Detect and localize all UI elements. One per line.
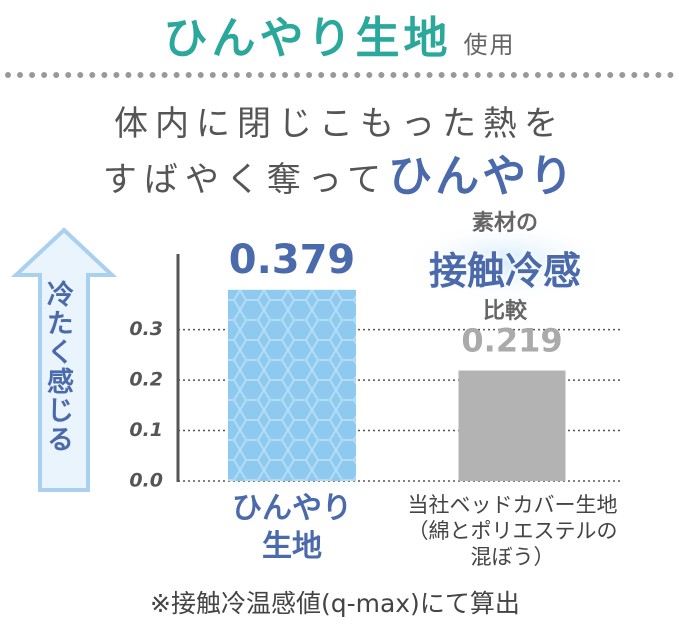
- bar: [458, 370, 566, 481]
- subtitle-lead: すばやく奪って: [102, 160, 389, 200]
- footnote: ※接触冷温感値(q-max)にて算出: [150, 589, 520, 618]
- subtitle-line: すばやく奪ってひんやり: [0, 140, 679, 204]
- badge-background: [400, 220, 610, 304]
- divider: [5, 72, 674, 78]
- subtitle-line: 体内に閉じこもった熱を: [114, 104, 565, 144]
- y-tick-label: 0.0: [129, 470, 163, 492]
- plot: 0.0 0.1 0.2 0.3 0.379 0.219: [129, 237, 620, 492]
- subtitle-emphasis: ひんやり: [388, 151, 577, 202]
- y-tick-label: 0.3: [129, 318, 163, 340]
- badge-top: 素材の: [471, 211, 538, 236]
- value-label: 0.219: [461, 322, 562, 360]
- x-tick-label: 当社ベッドカバー生地（綿とポリエステルの混ぼう）: [407, 493, 618, 569]
- x-tick-label: ひんやり生地: [232, 491, 352, 564]
- y-tick-label: 0.1: [129, 419, 163, 441]
- arrow-label: 冷たく感じる: [42, 280, 73, 454]
- arrow: [10, 227, 118, 492]
- badge-bottom: 比較: [482, 299, 527, 324]
- title-suffix: 使用: [463, 31, 516, 59]
- y-tick-label: 0.2: [129, 369, 163, 391]
- value-label: 0.379: [229, 237, 356, 283]
- badge-main: 接触冷感: [428, 249, 581, 293]
- bar-texture: [228, 289, 356, 481]
- title-main: ひんやり生地: [163, 13, 452, 64]
- title: ひんやり生地 使用: [0, 2, 679, 66]
